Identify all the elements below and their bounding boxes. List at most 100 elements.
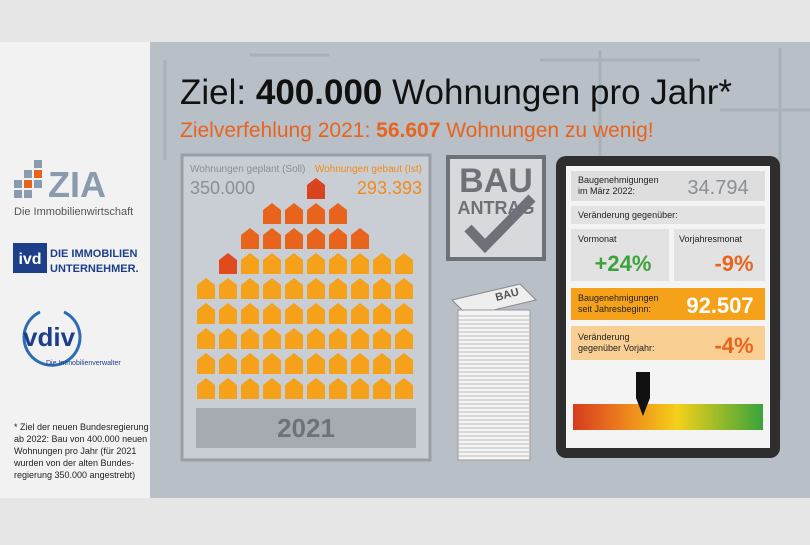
footnote-line: regierung 350.000 angestrebt): [14, 470, 135, 480]
stat-label: seit Jahresbeginn:: [578, 304, 651, 314]
gauge-bar: [573, 404, 763, 430]
footnote-line: Wohnungen pro Jahr (für 2021: [14, 446, 136, 456]
house-icon: [219, 278, 237, 299]
stat-value: -4%: [714, 333, 753, 358]
stat-box: [571, 206, 765, 224]
stat-box: [571, 326, 765, 360]
house-icon: [219, 328, 237, 349]
house-icon: [395, 378, 413, 399]
house-icon: [263, 353, 281, 374]
house-icon: [197, 378, 215, 399]
stat-label: Vorjahresmonat: [679, 234, 743, 244]
house-icon: [241, 303, 259, 324]
house-icon: [307, 378, 325, 399]
stat-label: Veränderung gegenüber:: [578, 210, 678, 220]
house-icon: [373, 303, 391, 324]
house-icon: [351, 353, 369, 374]
planned-value: 350.000: [190, 178, 255, 198]
house-icon: [219, 303, 237, 324]
year: 2021: [277, 413, 335, 443]
house-icon: [197, 278, 215, 299]
stat-label: Baugenehmigungen: [578, 293, 659, 303]
logo-name: vdiv: [23, 322, 76, 352]
subtitle: Zielverfehlung 2021: 56.607 Wohnungen zu…: [180, 119, 654, 142]
house-icon: [329, 353, 347, 374]
house-icon: [263, 228, 281, 249]
house-icon: [285, 253, 303, 274]
logo-caption: Die Immobilienwirtschaft: [14, 206, 133, 218]
house-icon: [329, 253, 347, 274]
house-icon: [329, 378, 347, 399]
title: Ziel: 400.000 Wohnungen pro Jahr*: [180, 73, 732, 112]
house-icon: [197, 303, 215, 324]
house-icon: [285, 228, 303, 249]
footnote-line: wurden von der alten Bundes-: [13, 458, 134, 468]
house-icon: [263, 378, 281, 399]
zia-logo: ZIA Die Immobilienwirtschaft: [14, 160, 133, 218]
house-icon: [373, 253, 391, 274]
stat-box: [571, 288, 765, 320]
logo-caption: Die Immobilienverwalter: [46, 360, 121, 367]
stamp-text: BAU: [494, 286, 520, 304]
house-icon: [219, 353, 237, 374]
house-icon: [395, 253, 413, 274]
house-icon: [285, 278, 303, 299]
house-icon: [351, 228, 369, 249]
house-icon: [197, 328, 215, 349]
stat-box: [571, 229, 669, 281]
house-icon: [351, 378, 369, 399]
house-icon: [307, 353, 325, 374]
house-icon: [307, 253, 325, 274]
stat-label: Vormonat: [578, 234, 617, 244]
stat-box: [674, 229, 765, 281]
house-icon: [241, 353, 259, 374]
house-icon: [285, 328, 303, 349]
stat-label: Baugenehmigungen: [578, 175, 659, 185]
house-icon: [285, 353, 303, 374]
house-icon: [395, 303, 413, 324]
stat-value: 92.507: [686, 293, 753, 318]
stat-value: -9%: [714, 251, 753, 276]
house-icon: [395, 278, 413, 299]
house-grid: [197, 178, 413, 399]
house-icon: [395, 328, 413, 349]
paper-stack: BAU: [451, 283, 537, 461]
house-icon: [373, 378, 391, 399]
house-icon: [307, 178, 325, 199]
house-icon: [373, 328, 391, 349]
stat-value: +24%: [595, 251, 652, 276]
house-icon: [285, 203, 303, 224]
house-icon: [263, 328, 281, 349]
house-icon: [307, 328, 325, 349]
vdiv-logo: vdiv Die Immobilienverwalter: [22, 310, 121, 367]
house-icon: [219, 253, 237, 274]
house-icon: [241, 328, 259, 349]
logo-caption: UNTERNEHMER.: [50, 263, 139, 275]
stat-label: gegenüber Vorjahr:: [578, 343, 655, 353]
house-icon: [351, 253, 369, 274]
gauge-pointer: [636, 372, 650, 416]
built-value: 293.393: [357, 178, 422, 198]
stat-box: [571, 171, 765, 201]
logo-caption: DIE IMMOBILIEN: [50, 248, 137, 260]
logo-name: ivd: [18, 251, 41, 268]
footnote-line: * Ziel der neuen Bundesregierung: [14, 422, 149, 432]
stamp-text: BAU: [459, 162, 533, 200]
house-icon: [329, 203, 347, 224]
house-icon: [263, 203, 281, 224]
stat-label: im März 2022:: [578, 186, 635, 196]
bauantrag-stamp: BAU ANTRAG: [446, 155, 546, 261]
house-icon: [197, 353, 215, 374]
house-icon: [351, 303, 369, 324]
house-icon: [373, 353, 391, 374]
house-icon: [307, 203, 325, 224]
ivd-logo: ivd DIE IMMOBILIEN UNTERNEHMER.: [13, 243, 139, 275]
house-icon: [329, 278, 347, 299]
house-icon: [307, 278, 325, 299]
footnote-line: ab 2022: Bau von 400.000 neuen: [14, 434, 147, 444]
house-icon: [263, 303, 281, 324]
house-icon: [329, 228, 347, 249]
logo-name: ZIA: [48, 164, 106, 205]
house-icon: [373, 278, 391, 299]
